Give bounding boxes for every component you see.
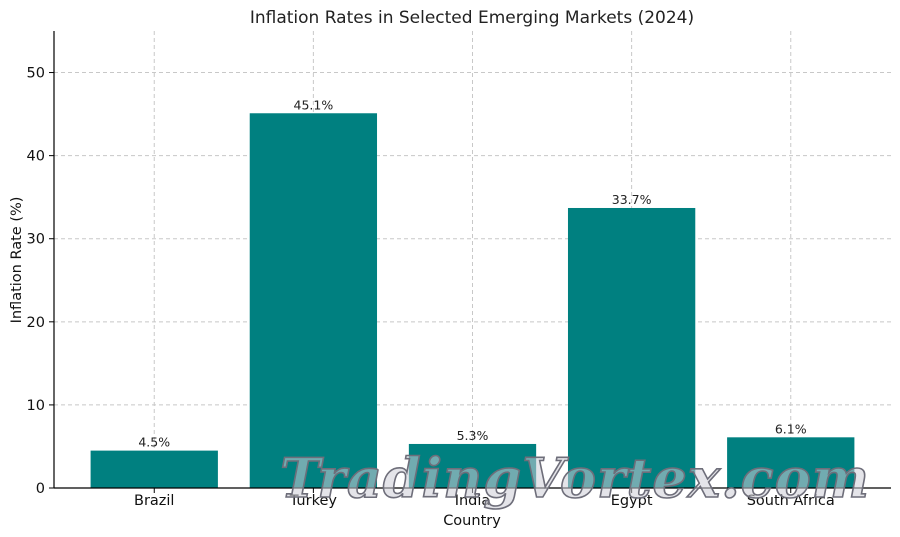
x-tick-label: Turkey [289,493,338,509]
axes: 0 10 20 30 40 50 Brazil Turkey India Egypt South A… [27,31,891,509]
x-tick-label: Egypt [611,493,653,509]
chart-title: Inflation Rates in Selected Emerging Mar… [250,8,694,28]
bars [90,113,855,488]
data-label: 4.5% [138,435,170,450]
x-tick-label: South Africa [747,493,835,509]
y-tick-label: 40 [27,149,45,165]
y-tick-label: 10 [27,398,45,414]
y-tick-label: 0 [36,481,45,497]
grid [54,31,891,488]
data-label: 33.7% [612,192,652,207]
bar [90,450,218,488]
data-label: 6.1% [775,421,807,436]
data-labels: 4.5% 45.1% 5.3% 33.7% 6.1% [138,97,806,449]
x-axis-label: Country [443,513,501,529]
data-label: 5.3% [457,428,489,443]
x-tick-label: India [455,493,491,509]
data-label: 45.1% [294,97,334,112]
y-tick-label: 30 [27,232,45,248]
bar [567,207,696,488]
x-tick-label: Brazil [134,493,174,509]
bar [408,443,537,488]
bar [727,437,855,488]
watermark: TradingVortex.com [280,446,870,510]
y-tick-label: 50 [27,66,45,82]
y-axis-label: Inflation Rate (%) [9,197,25,324]
bar [249,113,378,488]
y-tick-label: 20 [27,315,45,331]
